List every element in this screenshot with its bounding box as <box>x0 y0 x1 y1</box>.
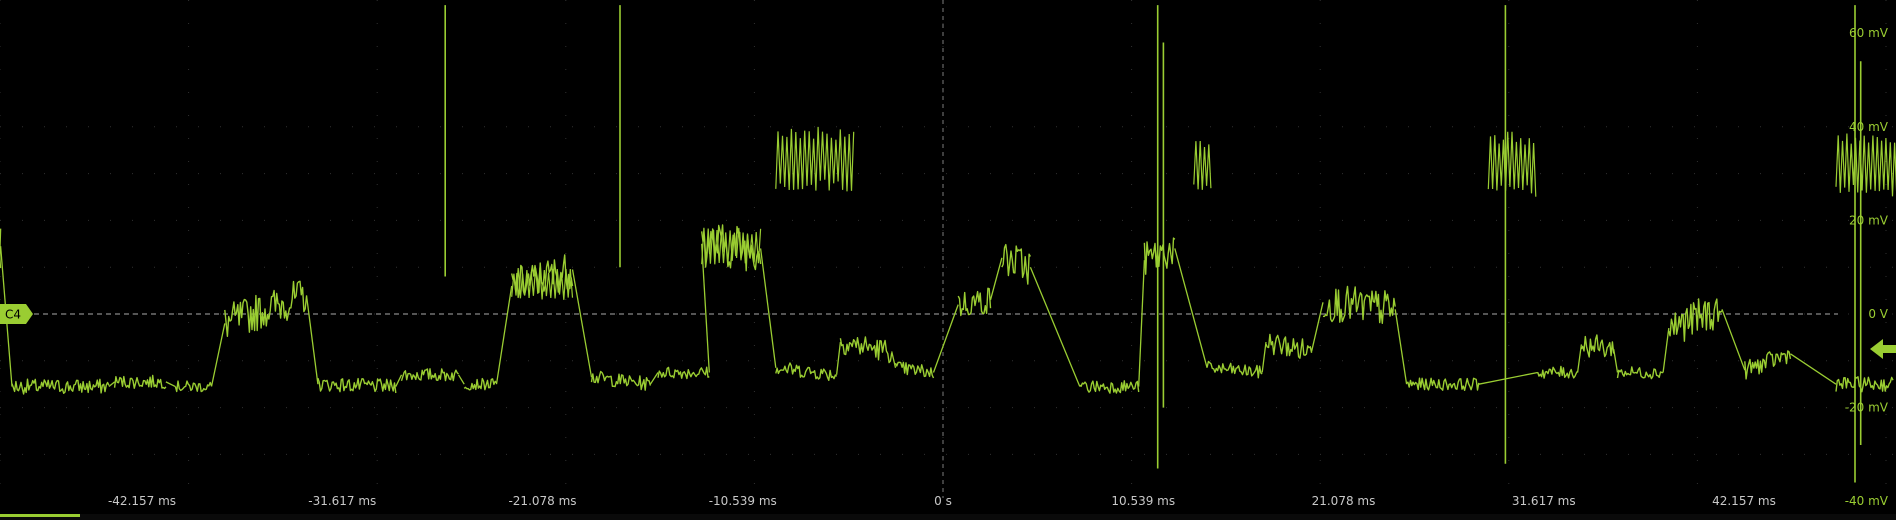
y-tick-label: 0 V <box>1868 307 1888 321</box>
time-axis-tick-labels: -42.157 ms -31.617 ms -21.078 ms -10.539 ms… <box>108 494 1776 508</box>
x-tick-label: 0 s <box>934 494 952 508</box>
y-tick-label: -40 mV <box>1845 494 1889 508</box>
x-tick-label: -31.617 ms <box>308 494 376 508</box>
x-tick-label: 10.539 ms <box>1111 494 1175 508</box>
x-tick-label: -42.157 ms <box>108 494 176 508</box>
status-strip-accent <box>0 514 80 517</box>
x-tick-label: -10.539 ms <box>709 494 777 508</box>
x-tick-label: 31.617 ms <box>1512 494 1576 508</box>
y-tick-label: -20 mV <box>1845 401 1889 415</box>
channel-badge-label: C4 <box>5 308 21 322</box>
channel-badge[interactable]: C4 <box>0 304 33 324</box>
x-tick-label: 21.078 ms <box>1312 494 1376 508</box>
x-tick-label: -21.078 ms <box>508 494 576 508</box>
x-tick-label: 42.157 ms <box>1712 494 1776 508</box>
status-strip <box>0 514 1896 520</box>
